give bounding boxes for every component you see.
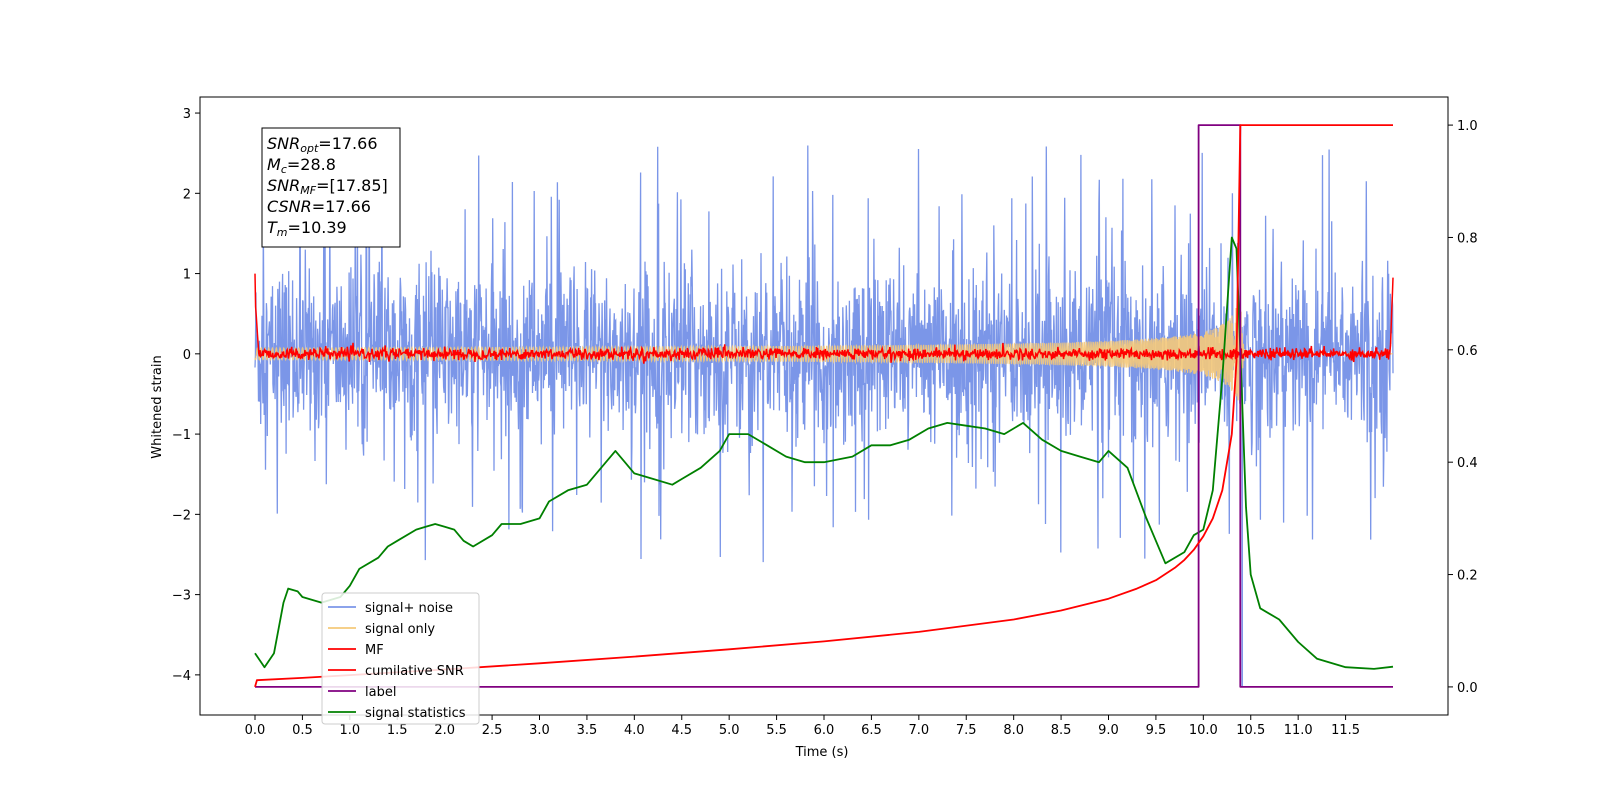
x-tick-label: 11.0: [1284, 723, 1313, 738]
y-left-tick-label: −4: [172, 669, 191, 684]
y-left-tick-label: 1: [183, 268, 191, 283]
y-left-tick-label: 3: [183, 107, 191, 122]
x-tick-label: 1.0: [339, 723, 360, 738]
annotation-csnr: CSNR=17.66: [267, 197, 371, 216]
y-right-tick-label: 1.0: [1457, 119, 1478, 134]
y-right-tick-label: 0.2: [1457, 569, 1478, 584]
x-tick-label: 8.5: [1051, 723, 1072, 738]
annotation-snr-opt: SNRopt=17.66: [267, 134, 378, 155]
x-tick-label: 2.5: [482, 723, 503, 738]
y-axis-label: Whitened strain: [150, 355, 165, 458]
x-tick-label: 6.0: [814, 723, 835, 738]
annotation-mc: Mc=28.8: [267, 155, 336, 176]
x-tick-label: 0.0: [245, 723, 266, 738]
y-axis-right-ticks: 1.0 0.8 0.6 0.4 0.2 0.0: [1448, 119, 1478, 696]
legend-label: cumilative SNR: [365, 664, 464, 679]
x-tick-label: 3.5: [577, 723, 598, 738]
y-left-tick-label: −2: [172, 508, 191, 523]
x-tick-label: 7.0: [908, 723, 929, 738]
series-mf: [254, 273, 1394, 364]
series-signal-statistics: [254, 236, 1394, 670]
x-axis-label: Time (s): [795, 745, 849, 760]
x-tick-label: 8.0: [1003, 723, 1024, 738]
annotation-tm: Tm=10.39: [267, 218, 347, 239]
x-tick-label: 3.0: [529, 723, 550, 738]
y-left-tick-label: −1: [172, 428, 191, 443]
legend-label: MF: [365, 643, 384, 658]
x-tick-label: 2.0: [434, 723, 455, 738]
legend-label: label: [365, 685, 396, 700]
x-tick-label: 9.5: [1146, 723, 1167, 738]
x-tick-label: 0.5: [292, 723, 313, 738]
y-left-tick-label: −3: [172, 589, 191, 604]
annotation-box: SNRopt=17.66 Mc=28.8 SNRMF=[17.85] CSNR=…: [261, 127, 401, 248]
x-tick-label: 6.5: [861, 723, 882, 738]
legend-label: signal+ noise: [365, 601, 453, 616]
annotation-snr-mf: SNRMF=[17.85]: [267, 176, 388, 197]
y-left-tick-label: 0: [183, 348, 191, 363]
y-right-tick-label: 0.6: [1457, 344, 1478, 359]
series-signal-noise: [254, 145, 1394, 563]
x-tick-label: 10.5: [1236, 723, 1265, 738]
x-tick-label: 4.0: [624, 723, 645, 738]
legend-label: signal only: [365, 622, 435, 637]
y-axis-left-ticks: 3 2 1 0 −1 −2 −3 −4: [172, 107, 200, 684]
x-tick-label: 11.5: [1331, 723, 1360, 738]
legend: signal+ noise signal only MF cumilative SNR…: [321, 592, 480, 725]
y-right-tick-label: 0.8: [1457, 231, 1478, 246]
y-left-tick-label: 2: [183, 187, 191, 202]
x-axis-ticks: 0.0 0.5 1.0 1.5 2.0 2.5 3.0 3.5 4.0 4.5 5.0 5.5 6.0 6…: [245, 715, 1360, 738]
x-tick-label: 4.5: [671, 723, 692, 738]
legend-label: signal statistics: [365, 706, 466, 721]
x-tick-label: 5.0: [719, 723, 740, 738]
x-tick-label: 7.5: [956, 723, 977, 738]
x-tick-label: 1.5: [387, 723, 408, 738]
x-tick-label: 10.0: [1189, 723, 1218, 738]
x-tick-label: 9.0: [1098, 723, 1119, 738]
y-right-tick-label: 0.0: [1457, 681, 1478, 696]
x-tick-label: 5.5: [766, 723, 787, 738]
y-right-tick-label: 0.4: [1457, 456, 1478, 471]
